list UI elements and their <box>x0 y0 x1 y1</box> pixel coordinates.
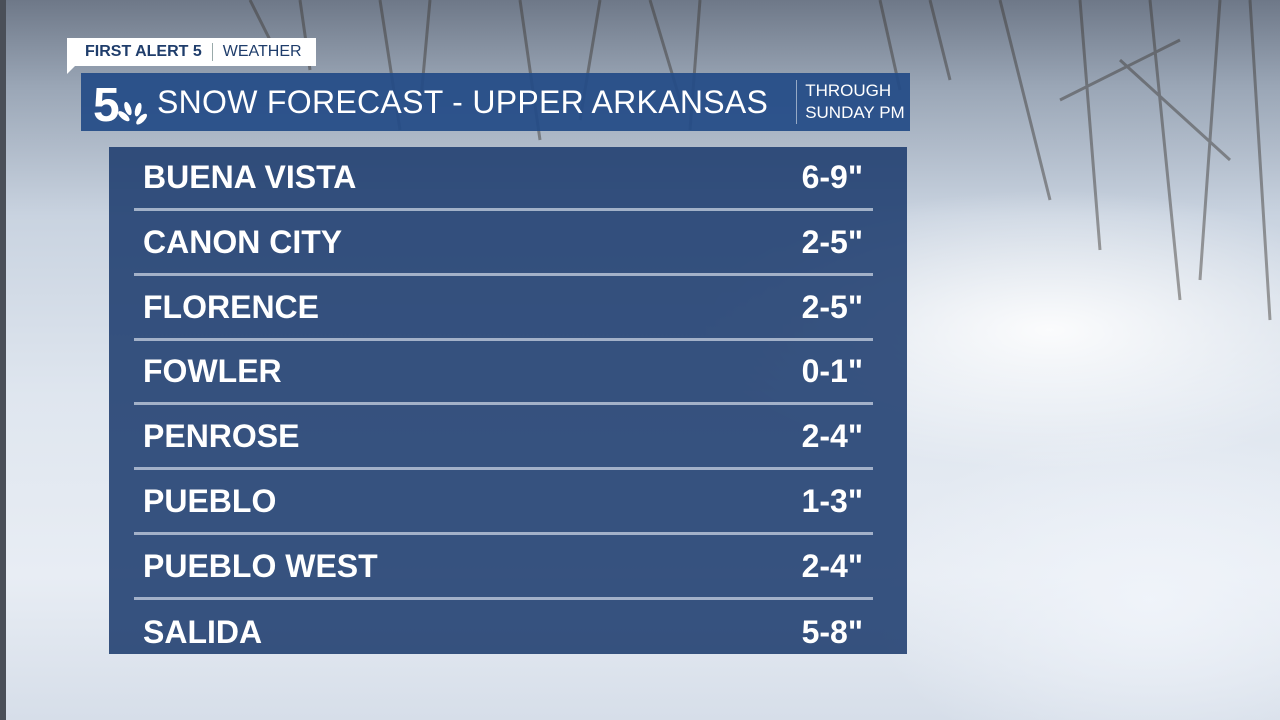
city-name: FLORENCE <box>143 288 319 325</box>
snow-amount: 1-3" <box>801 483 863 519</box>
snow-amount: 2-4" <box>801 547 863 584</box>
forecast-row: PENROSE 2-4" <box>134 406 873 471</box>
city-name: PENROSE <box>143 418 300 455</box>
brand-secondary: WEATHER <box>222 43 302 60</box>
brand-tag: FIRST ALERT 5 WEATHER <box>67 38 316 74</box>
forecast-table: BUENA VISTA 6-9" CANON CITY 2-5" FLORENCE 2-5… <box>109 147 907 654</box>
forecast-row: CANON CITY 2-5" <box>134 212 873 276</box>
tag-tail <box>67 66 75 74</box>
header-divider <box>796 80 798 124</box>
forecast-row: FLORENCE 2-5" <box>134 277 873 341</box>
forecast-header: 5 SNOW FORECAST - UPPER ARKANSAS THROUGH… <box>81 73 910 131</box>
time-range: THROUGH SUNDAY PM <box>805 80 905 124</box>
brand-divider <box>211 43 213 61</box>
snow-amount: 6-9" <box>801 159 863 195</box>
city-name: PUEBLO WEST <box>143 547 378 584</box>
page-title: SNOW FORECAST - UPPER ARKANSAS <box>157 83 769 120</box>
forecast-row: FOWLER 0-1" <box>134 341 873 406</box>
time-range-line1: THROUGH <box>805 81 892 100</box>
city-name: FOWLER <box>143 353 282 390</box>
station-logo-icon: 5 <box>93 79 147 127</box>
brand-primary: FIRST ALERT 5 <box>85 43 202 60</box>
snow-amount: 2-5" <box>801 288 863 325</box>
city-name: PUEBLO <box>143 483 277 519</box>
forecast-row: PUEBLO WEST 2-4" <box>134 536 873 600</box>
time-range-line2: SUNDAY PM <box>805 103 905 122</box>
forecast-row: SALIDA 5-8" <box>134 601 873 665</box>
city-name: CANON CITY <box>143 223 343 260</box>
snow-amount: 0-1" <box>801 353 863 390</box>
snow-amount: 2-5" <box>801 223 863 260</box>
city-name: SALIDA <box>143 614 263 651</box>
background-trees <box>248 0 1272 321</box>
forecast-row: PUEBLO 1-3" <box>134 471 873 535</box>
snow-amount: 2-4" <box>801 418 863 455</box>
forecast-row: BUENA VISTA 6-9" <box>134 147 873 211</box>
svg-text:5: 5 <box>93 79 120 127</box>
snow-amount: 5-8" <box>801 614 863 651</box>
city-name: BUENA VISTA <box>143 159 357 195</box>
background-tree-trunk <box>0 0 6 720</box>
